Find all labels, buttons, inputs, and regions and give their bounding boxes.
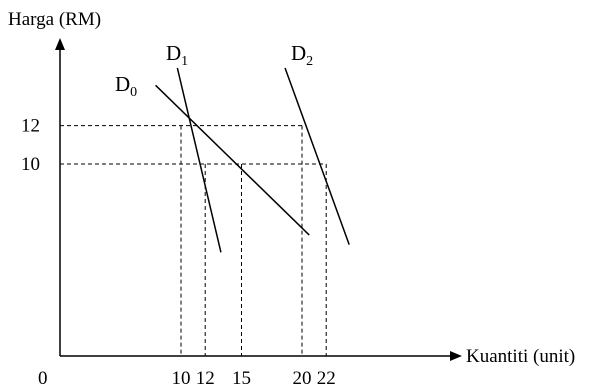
- curve-label-subscript: 0: [130, 85, 137, 100]
- demand-curves: [155, 67, 350, 253]
- x-tick-label: 10: [172, 368, 191, 388]
- demand-curve-2: [284, 67, 350, 245]
- curve-label-0: D0: [115, 72, 137, 100]
- reference-lines: [60, 125, 327, 356]
- x-axis-label: Kuantiti (unit): [466, 346, 575, 367]
- curve-label-2: D2: [291, 41, 313, 69]
- x-tick-label: 20: [293, 368, 312, 388]
- y-axis-label: Harga (RM): [8, 9, 101, 30]
- y-tick-label: 12: [21, 116, 40, 137]
- curve-label-1: D1: [166, 41, 188, 69]
- demand-curve-0: [155, 84, 310, 236]
- y-axis-arrow: [55, 38, 65, 50]
- origin-label: 0: [38, 368, 48, 388]
- x-tick-label: 22: [317, 368, 336, 388]
- x-tick-label: 12: [196, 368, 215, 388]
- demand-curve-1: [176, 67, 222, 253]
- curve-label-subscript: 1: [181, 54, 188, 69]
- curve-label-subscript: 2: [306, 54, 313, 69]
- x-axis-arrow: [450, 351, 462, 361]
- curve-labels: D0 D1 D2: [115, 41, 313, 100]
- y-tick-label: 10: [21, 154, 40, 175]
- x-tick-label: 15: [232, 368, 251, 388]
